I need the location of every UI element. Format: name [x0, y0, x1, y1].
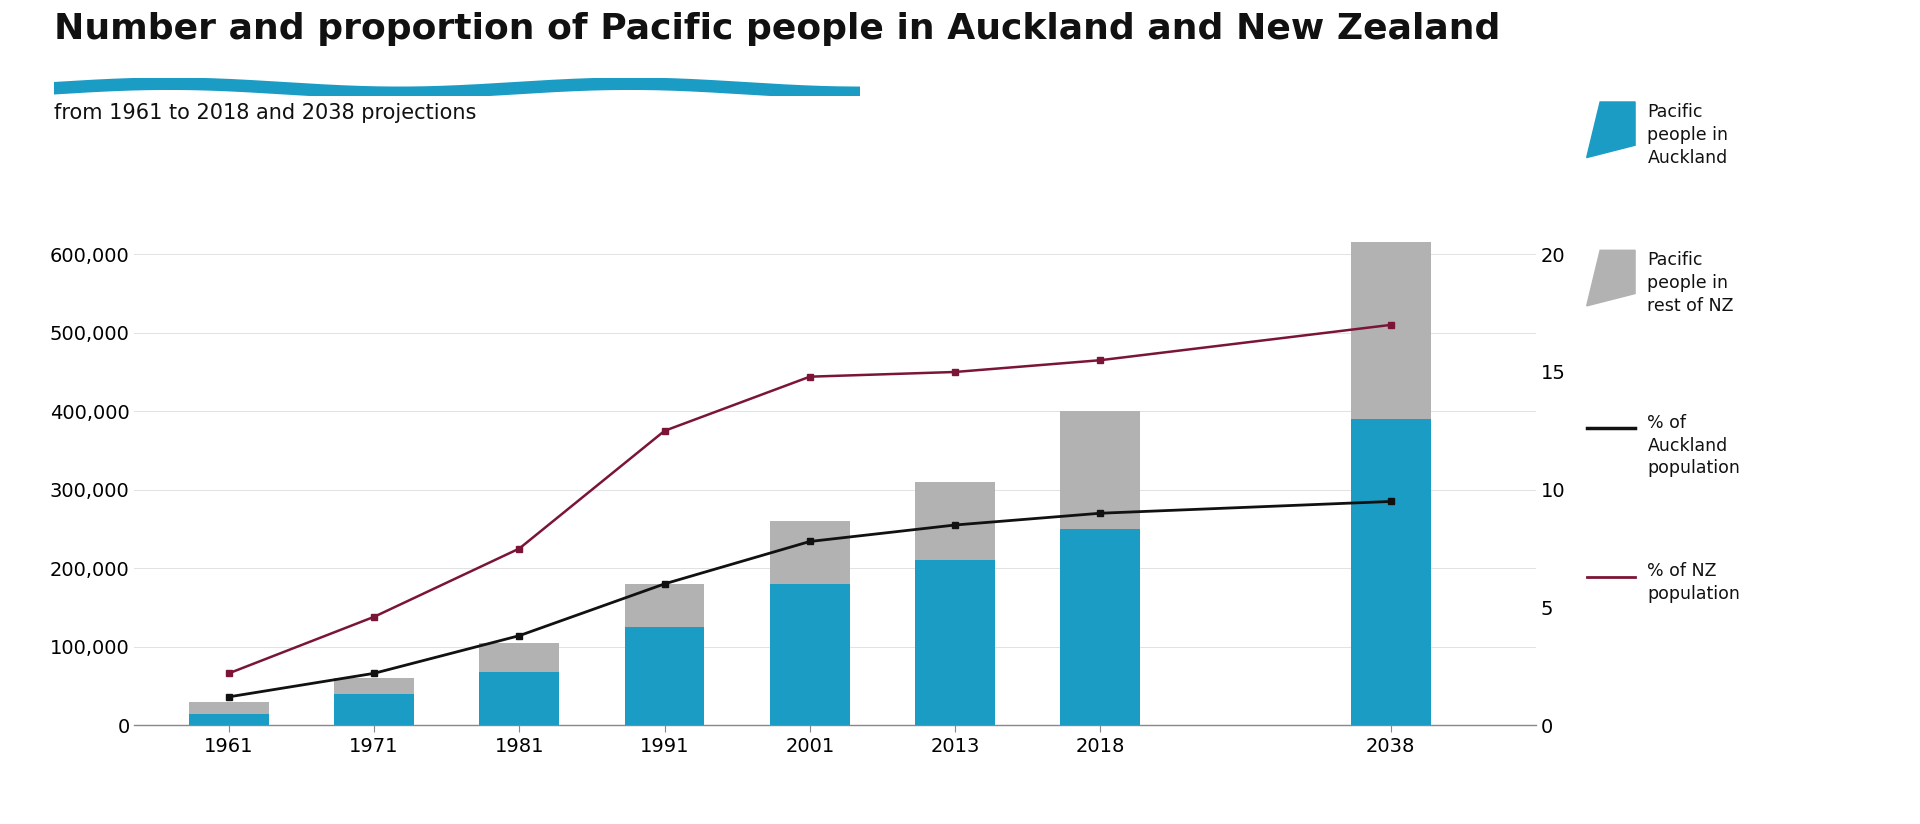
Bar: [1060, 411, 1140, 529]
Bar: [624, 584, 705, 627]
Bar: [1352, 242, 1430, 419]
Bar: [480, 643, 559, 672]
Bar: [1060, 529, 1140, 725]
Bar: [770, 584, 851, 725]
Bar: [770, 521, 851, 584]
Polygon shape: [1586, 250, 1636, 306]
Bar: [334, 694, 415, 725]
Text: from 1961 to 2018 and 2038 projections: from 1961 to 2018 and 2038 projections: [54, 103, 476, 123]
Text: Number and proportion of Pacific people in Auckland and New Zealand: Number and proportion of Pacific people …: [54, 12, 1500, 46]
Bar: [916, 482, 995, 560]
Text: % of NZ
population: % of NZ population: [1647, 562, 1740, 603]
Text: Pacific
people in
rest of NZ: Pacific people in rest of NZ: [1647, 251, 1734, 315]
Text: Pacific
people in
Auckland: Pacific people in Auckland: [1647, 103, 1728, 166]
Bar: [1352, 419, 1430, 725]
Bar: [334, 678, 415, 694]
Polygon shape: [1586, 102, 1636, 157]
Bar: [188, 702, 269, 714]
Text: % of
Auckland
population: % of Auckland population: [1647, 414, 1740, 477]
Bar: [916, 560, 995, 725]
Bar: [624, 627, 705, 725]
Bar: [480, 672, 559, 725]
Bar: [188, 714, 269, 725]
